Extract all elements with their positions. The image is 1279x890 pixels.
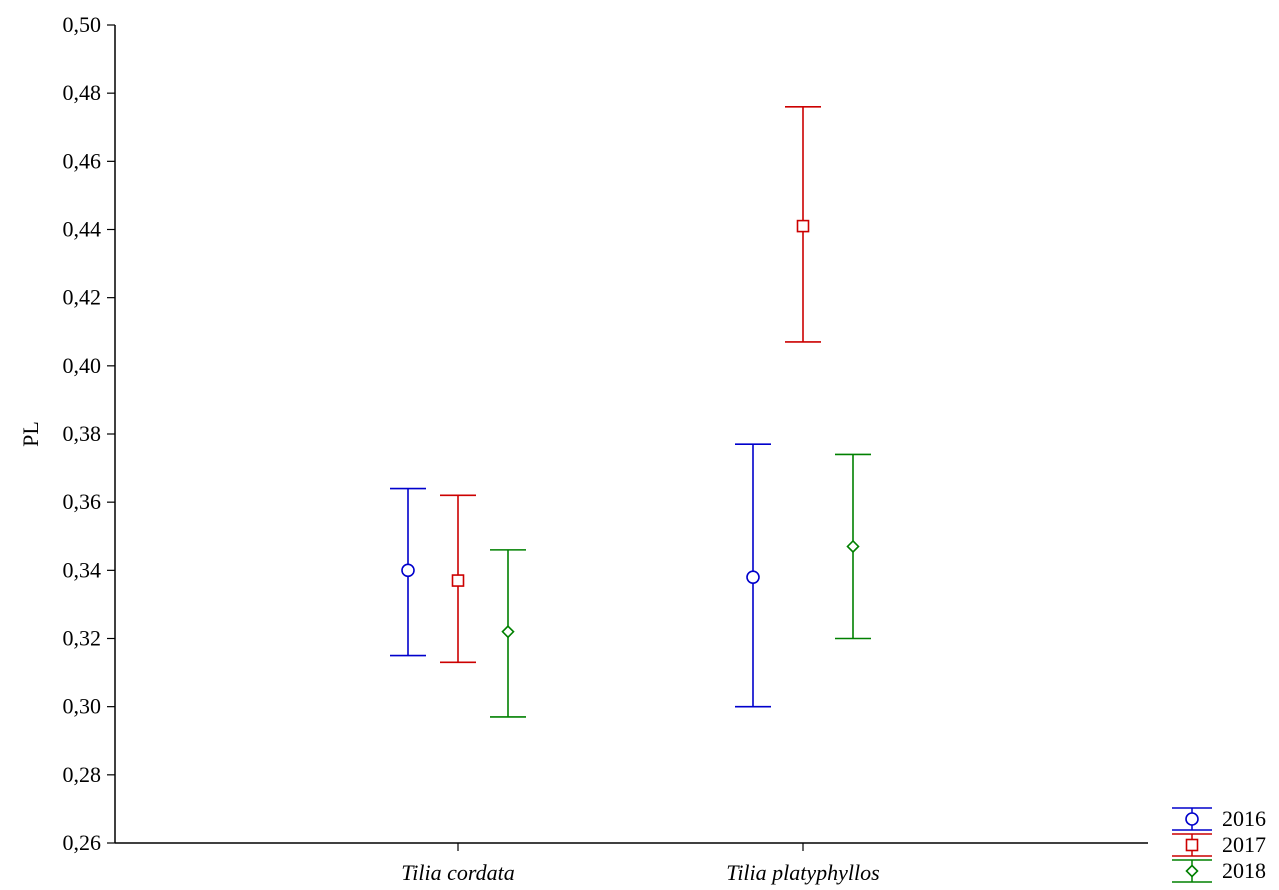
y-tick-label: 0,46	[63, 148, 102, 173]
y-tick-label: 0,36	[63, 489, 102, 514]
mean-marker	[846, 539, 860, 554]
legend-label: 2018	[1222, 858, 1266, 883]
mean-marker	[746, 570, 760, 584]
y-axis-ticks: 0,26 0,28 0,30 0,32 0,34 0,36 0,38 0,40 0,42 0,44…	[63, 12, 115, 855]
y-tick-label: 0,26	[63, 830, 102, 855]
error-bar-point	[390, 487, 426, 657]
y-tick-label: 0,40	[63, 353, 102, 378]
series-2018	[490, 453, 871, 718]
series-layer	[390, 106, 871, 718]
legend-marker	[1185, 812, 1199, 826]
error-bar-point	[735, 443, 771, 708]
x-tick-label: Tilia cordata	[401, 860, 514, 885]
x-axis-ticks: Tilia cordata Tilia platyphyllos	[401, 843, 880, 885]
y-tick-label: 0,50	[63, 12, 102, 37]
error-bar-point	[785, 106, 821, 343]
legend-marker	[1185, 838, 1199, 852]
mean-marker	[401, 563, 415, 578]
legend-item-2017: 2017	[1172, 832, 1266, 857]
y-tick-label: 0,44	[63, 217, 102, 242]
y-tick-label: 0,28	[63, 762, 102, 787]
y-tick-label: 0,32	[63, 626, 102, 651]
legend-item-2016: 2016	[1172, 806, 1266, 831]
legend-marker	[1185, 864, 1199, 878]
x-tick-label: Tilia platyphyllos	[726, 860, 879, 885]
y-axis-title: PL	[18, 421, 43, 447]
legend-label: 2017	[1222, 832, 1266, 857]
series-2017	[440, 106, 821, 664]
mean-marker	[451, 574, 465, 587]
error-bar-point	[835, 453, 871, 640]
axes: 0,26 0,28 0,30 0,32 0,34 0,36 0,38 0,40 0,42 0,44…	[18, 12, 1148, 885]
y-tick-label: 0,38	[63, 421, 102, 446]
y-tick-label: 0,30	[63, 694, 102, 719]
series-2016	[390, 443, 771, 708]
mean-marker	[796, 219, 810, 233]
legend-item-2018: 2018	[1172, 858, 1266, 883]
y-tick-label: 0,34	[63, 557, 102, 582]
y-tick-label: 0,42	[63, 285, 102, 310]
y-tick-label: 0,48	[63, 80, 102, 105]
error-bar-point	[490, 549, 526, 718]
mean-marker	[501, 625, 515, 639]
error-bar-point	[440, 494, 476, 664]
legend-label: 2016	[1222, 806, 1266, 831]
